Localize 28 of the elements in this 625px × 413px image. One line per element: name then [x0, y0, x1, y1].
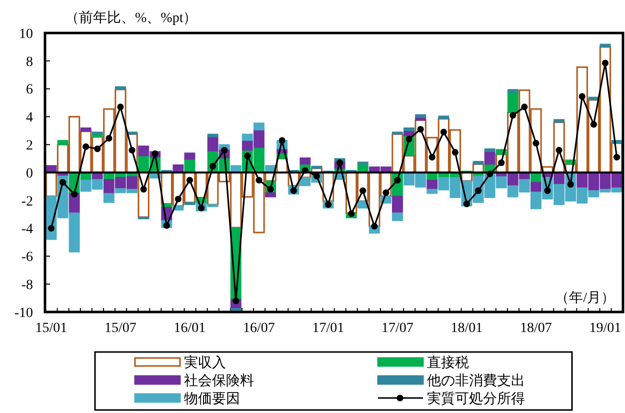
legend-label: 物価要因 [184, 390, 240, 407]
x-tick-label: 16/07 [243, 321, 275, 336]
y-tick-label: -10 [14, 306, 33, 321]
legend-label: 直接税 [427, 354, 469, 371]
legend-label: 実収入 [184, 354, 226, 371]
y-tick-label: -8 [21, 278, 33, 293]
y-tick-label: 0 [26, 166, 33, 182]
legend-label: 他の非消費支出 [427, 372, 525, 389]
x-tick-label: 18/01 [450, 321, 483, 336]
legend-label: 実質可処分所得 [427, 390, 525, 407]
y-axis-title: （前年比、%、%pt） [65, 10, 198, 26]
y-tick-label: 2 [26, 138, 33, 154]
x-tick-label: 17/07 [382, 321, 414, 336]
x-tick-label: 15/07 [104, 321, 136, 336]
y-tick-label: 4 [26, 110, 33, 126]
y-tick-label: 10 [19, 26, 33, 42]
annotation: （年/月） [555, 290, 615, 306]
y-tick-label: -2 [21, 194, 33, 210]
x-tick-label: 17/01 [312, 321, 344, 336]
y-tick-label: -4 [21, 222, 33, 238]
x-tick-label: 16/01 [174, 321, 206, 336]
y-tick-label: 8 [26, 54, 33, 70]
y-tick-label: 6 [26, 82, 33, 98]
y-tick-label: -6 [21, 250, 33, 266]
x-tick-label: 18/07 [520, 321, 552, 336]
x-tick-label: 15/01 [35, 321, 68, 336]
legend-label: 社会保険料 [184, 372, 254, 389]
x-tick-label: 19/01 [589, 321, 622, 336]
